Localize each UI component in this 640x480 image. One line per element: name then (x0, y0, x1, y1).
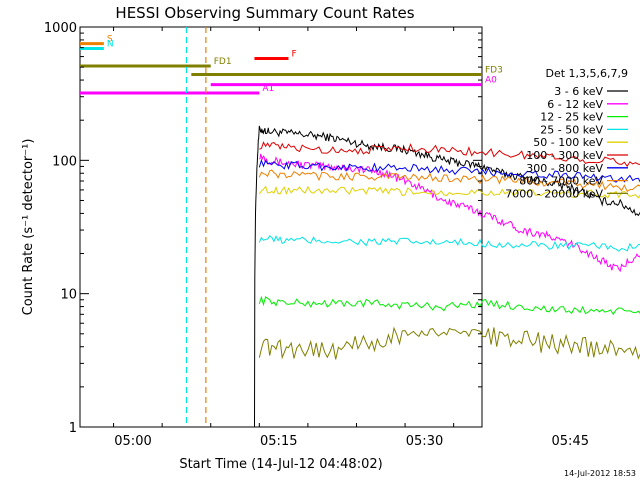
x-tick-label: 05:15 (260, 434, 297, 449)
flag-label: N (107, 39, 114, 49)
legend-entry-label: 800 - 7000 keV (519, 175, 603, 188)
legend-entry-label: 25 - 50 keV (540, 123, 603, 136)
y-tick-label: 100 (52, 154, 77, 169)
flag-label: A1 (262, 84, 274, 94)
footer-timestamp: 14-Jul-2012 18:53 (564, 469, 636, 478)
x-tick-label: 05:45 (552, 434, 589, 449)
legend-entry-label: 6 - 12 keV (547, 98, 603, 111)
series-line (258, 235, 640, 252)
legend-entry-label: 12 - 25 keV (540, 111, 603, 124)
legend-entry-label: 7000 - 20000 keV (505, 187, 603, 200)
y-tick-label: 1 (69, 421, 77, 436)
series-line (258, 295, 640, 316)
series-line (258, 158, 640, 183)
series-line (258, 169, 640, 193)
flag-label: FD3 (485, 66, 503, 76)
x-tick-label: 05:30 (406, 434, 443, 449)
legend-title: Det 1,3,5,6,7,9 (545, 67, 628, 80)
series-line (258, 185, 640, 199)
chart-title: HESSI Observing Summary Count Rates (115, 4, 414, 22)
legend-entry-label: 3 - 6 keV (554, 85, 603, 98)
y-tick-label: 1000 (44, 21, 77, 36)
x-tick-label: 05:00 (114, 434, 151, 449)
y-axis-label: Count Rate (s⁻¹ detector⁻¹) (21, 139, 36, 316)
legend-entry-label: 50 - 100 keV (533, 136, 603, 149)
series-lines (254, 125, 640, 428)
series-line (258, 326, 640, 360)
y-tick-label: 10 (60, 288, 77, 303)
y-axis: 1 10 100 1000 (44, 21, 482, 436)
legend-entry-label: 100 - 300 keV (526, 149, 603, 162)
flag-label: A0 (485, 76, 497, 86)
flag-label: F (291, 50, 296, 60)
legend-entry-label: 300 - 800 keV (526, 162, 603, 175)
series-line (254, 125, 640, 428)
plot-frame (79, 26, 483, 428)
series-line (259, 141, 640, 168)
vertical-markers (185, 27, 207, 427)
flag-label: FD1 (214, 57, 232, 67)
x-axis-label: Start Time (14-Jul-12 04:48:02) (179, 457, 382, 472)
flag-label: S (107, 35, 113, 45)
